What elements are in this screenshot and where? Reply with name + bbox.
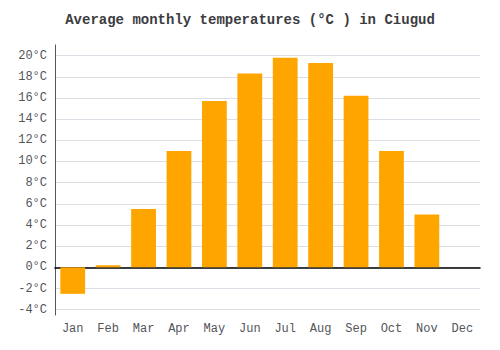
svg-text:Dec: Dec xyxy=(451,322,473,336)
svg-text:Average monthly temperatures (: Average monthly temperatures (°C ) in Ci… xyxy=(65,12,435,28)
svg-text:Mar: Mar xyxy=(133,322,155,336)
svg-text:Sep: Sep xyxy=(345,322,367,336)
svg-text:Jul: Jul xyxy=(274,322,296,336)
svg-text:May: May xyxy=(204,322,226,336)
svg-text:16°C: 16°C xyxy=(18,91,47,105)
svg-text:-2°C: -2°C xyxy=(18,282,47,296)
svg-text:8°C: 8°C xyxy=(25,176,47,190)
svg-text:Aug: Aug xyxy=(310,322,332,336)
svg-text:20°C: 20°C xyxy=(18,49,47,63)
svg-text:Jan: Jan xyxy=(62,322,84,336)
svg-text:12°C: 12°C xyxy=(18,133,47,147)
svg-text:14°C: 14°C xyxy=(18,112,47,126)
svg-text:0°C: 0°C xyxy=(25,260,47,274)
svg-text:Nov: Nov xyxy=(416,322,438,336)
svg-text:4°C: 4°C xyxy=(25,218,47,232)
svg-text:Feb: Feb xyxy=(97,322,119,336)
svg-text:18°C: 18°C xyxy=(18,70,47,84)
svg-text:-4°C: -4°C xyxy=(18,303,47,317)
svg-text:6°C: 6°C xyxy=(25,197,47,211)
svg-text:Jun: Jun xyxy=(239,322,261,336)
svg-text:10°C: 10°C xyxy=(18,154,47,168)
svg-text:2°C: 2°C xyxy=(25,239,47,253)
svg-text:Apr: Apr xyxy=(168,322,190,336)
svg-text:Oct: Oct xyxy=(381,322,403,336)
